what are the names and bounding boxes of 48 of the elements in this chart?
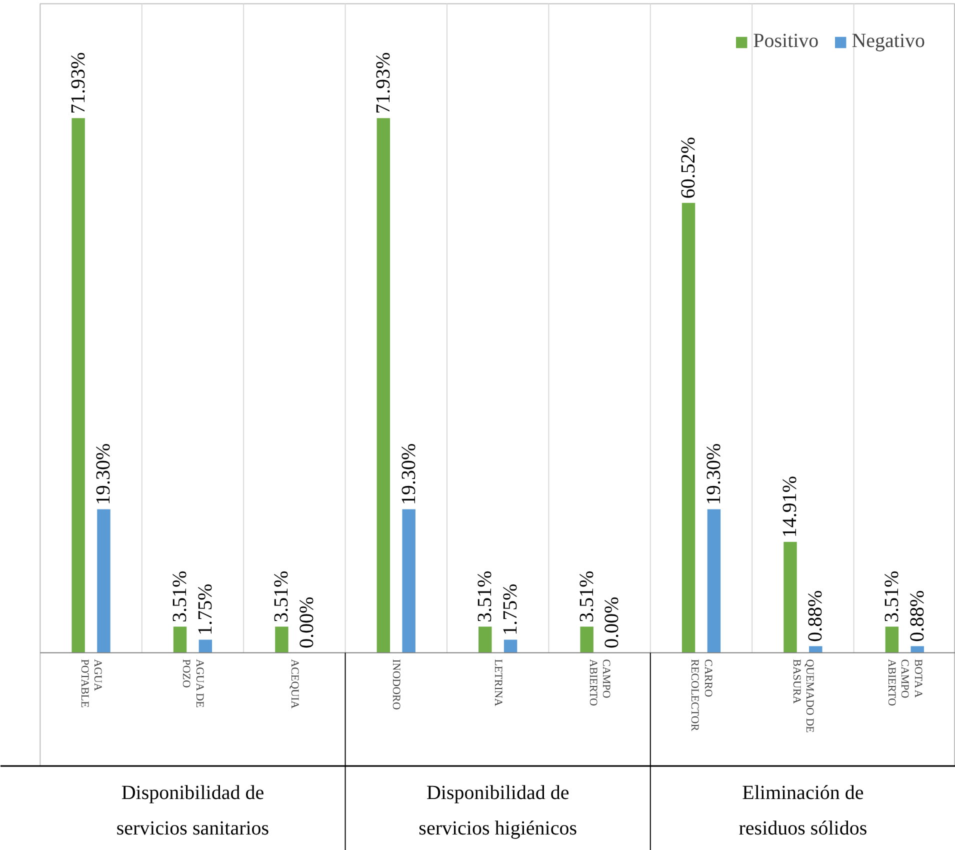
x-tick-label: CARRO RECOLECTOR (688, 659, 714, 732)
x-tick-label: INODORO (390, 659, 402, 710)
data-label: 0.00% (296, 596, 318, 648)
data-label: 0.88% (804, 590, 827, 642)
data-label: 14.91% (779, 476, 802, 538)
data-label: 71.93% (67, 52, 90, 114)
x-tick-label: ACEQUIA (288, 659, 300, 709)
x-tick-label: AGUA POTABLE (78, 659, 104, 708)
data-label: 19.30% (398, 443, 420, 505)
bar (97, 509, 110, 653)
data-label: 60.52% (678, 136, 700, 199)
text: Disponibilidad de servicios higiénicos (418, 782, 578, 840)
bar (910, 646, 924, 653)
data-label: 3.51% (169, 570, 192, 622)
data-label: 3.51% (880, 570, 903, 622)
bar (784, 542, 797, 653)
text: Eliminación de residuos sólidos (738, 782, 868, 840)
text: Disponibilidad de servicios sanitarios (116, 782, 270, 840)
bar (402, 509, 416, 653)
bar (173, 626, 187, 653)
data-label: 3.51% (270, 570, 293, 622)
data-label: 19.30% (92, 443, 115, 505)
data-label: 0.88% (906, 590, 928, 642)
bar (707, 509, 721, 653)
bar (376, 118, 390, 653)
bar (478, 626, 492, 653)
bar (72, 118, 85, 653)
x-tick-label: AGUA DE POZO (180, 659, 206, 708)
bar (275, 626, 288, 653)
bar (198, 640, 212, 653)
data-label: 3.51% (474, 570, 496, 622)
x-tick-label: CAMPO ABIERTO (586, 659, 612, 706)
data-label: 71.93% (372, 52, 394, 114)
data-label: 1.75% (194, 584, 216, 636)
bar (809, 646, 822, 653)
data-label: 1.75% (500, 584, 522, 636)
legend-label: Negativo (852, 30, 925, 53)
bar (682, 202, 696, 653)
data-label: 19.30% (702, 443, 725, 505)
bar (885, 626, 899, 653)
x-tick-label: LETRINA (492, 659, 504, 706)
data-label: 0.00% (601, 596, 624, 648)
x-tick-label: QUEMADO DE BASURA (790, 659, 816, 734)
data-label: 3.51% (576, 570, 598, 622)
legend-label: Positivo (753, 30, 819, 53)
bar (504, 640, 518, 653)
bar (580, 626, 594, 653)
x-tick-label: BOTA A CAMPO ABIERTO (885, 659, 924, 706)
